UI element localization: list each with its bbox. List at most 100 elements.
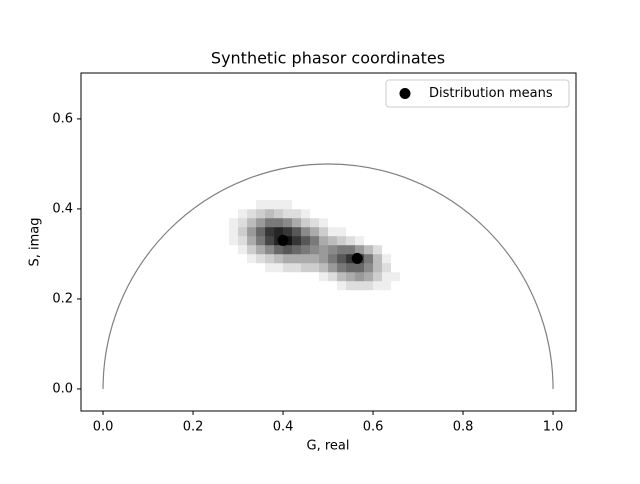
histogram-cell — [283, 280, 293, 291]
histogram-cell — [400, 271, 410, 282]
histogram-cell — [274, 208, 284, 219]
histogram-cell — [355, 217, 365, 228]
histogram-cell — [400, 280, 410, 291]
histogram-cell — [256, 199, 266, 210]
histogram-cell — [364, 262, 374, 273]
histogram-cell — [247, 235, 257, 246]
y-tick-label: 0.4 — [52, 201, 73, 216]
histogram-cell — [364, 226, 374, 237]
histogram-cell — [373, 253, 383, 264]
histogram-cell — [337, 280, 347, 291]
histogram-cell — [301, 235, 311, 246]
histogram-cell — [310, 199, 320, 210]
histogram-cell — [373, 217, 383, 228]
histogram-cell — [265, 208, 275, 219]
histogram-cell — [400, 244, 410, 255]
histogram-cell — [256, 235, 266, 246]
histogram-cell — [301, 217, 311, 228]
histogram-cell — [328, 217, 338, 228]
y-tick-label: 0.2 — [52, 291, 73, 306]
histogram-cell — [310, 280, 320, 291]
histogram-cell — [247, 280, 257, 291]
y-tick-label: 0.6 — [52, 111, 73, 126]
histogram-cell — [247, 271, 257, 282]
histogram-cell — [256, 208, 266, 219]
histogram-cell — [328, 244, 338, 255]
histogram-cell — [229, 280, 239, 291]
histogram-cell — [391, 262, 401, 273]
histogram-cell — [247, 208, 257, 219]
histogram-cell — [238, 244, 248, 255]
histogram-cell — [301, 271, 311, 282]
histogram-cell — [391, 271, 401, 282]
histogram-cell — [292, 217, 302, 228]
histogram-cell — [400, 226, 410, 237]
histogram-cell — [346, 217, 356, 228]
histogram-cell — [391, 253, 401, 264]
mean-point — [351, 252, 363, 264]
histogram-cell — [355, 208, 365, 219]
histogram-cell — [382, 208, 392, 219]
histogram-cell — [355, 244, 365, 255]
histogram-cell — [247, 262, 257, 273]
histogram-cell — [283, 271, 293, 282]
histogram-cell — [292, 253, 302, 264]
histogram-cell — [328, 199, 338, 210]
histogram-cell — [238, 226, 248, 237]
histogram-cell — [319, 244, 329, 255]
x-tick-label: 0.8 — [453, 420, 474, 435]
histogram-cell — [247, 244, 257, 255]
histogram-cell — [391, 208, 401, 219]
histogram-cell — [364, 208, 374, 219]
histogram-cell — [400, 199, 410, 210]
histogram-cell — [382, 217, 392, 228]
histogram-cell — [274, 226, 284, 237]
histogram-cell — [265, 235, 275, 246]
histogram-cell — [328, 271, 338, 282]
histogram-cell — [301, 280, 311, 291]
histogram-cell — [274, 280, 284, 291]
histogram-cell — [355, 226, 365, 237]
x-tick-label: 0.2 — [183, 420, 204, 435]
histogram-cell — [301, 226, 311, 237]
legend-box — [385, 79, 570, 108]
histogram-cell — [373, 199, 383, 210]
histogram-cell — [328, 280, 338, 291]
histogram-cell — [229, 244, 239, 255]
histogram-cell — [382, 253, 392, 264]
histogram-cell — [274, 244, 284, 255]
histogram-cell — [229, 208, 239, 219]
histogram-cell — [319, 271, 329, 282]
histogram-cell — [319, 208, 329, 219]
histogram-cell — [310, 226, 320, 237]
histogram-cell — [256, 253, 266, 264]
histogram-cell — [265, 244, 275, 255]
histogram-cell — [265, 199, 275, 210]
histogram-cell — [283, 217, 293, 228]
histogram-cell — [292, 271, 302, 282]
histogram-cell — [265, 262, 275, 273]
histogram-cell — [355, 280, 365, 291]
histogram-cell — [301, 208, 311, 219]
histogram-cell — [382, 262, 392, 273]
histogram-cell — [400, 262, 410, 273]
universal-semicircle — [102, 163, 554, 389]
histogram-cell — [310, 244, 320, 255]
histogram-cell — [301, 244, 311, 255]
histogram-cell — [292, 244, 302, 255]
histogram-cell — [229, 226, 239, 237]
histogram-cell — [400, 235, 410, 246]
histogram-cell — [238, 217, 248, 228]
histogram-cell — [337, 226, 347, 237]
histogram-cell — [229, 271, 239, 282]
histogram-cell — [292, 226, 302, 237]
histogram-cell — [337, 262, 347, 273]
histogram-cell — [346, 235, 356, 246]
histogram-cell — [337, 244, 347, 255]
histogram-cell — [256, 271, 266, 282]
x-tick-label: 1.0 — [543, 420, 564, 435]
histogram-cell — [337, 235, 347, 246]
histogram-cell — [337, 271, 347, 282]
histogram-cell — [265, 253, 275, 264]
